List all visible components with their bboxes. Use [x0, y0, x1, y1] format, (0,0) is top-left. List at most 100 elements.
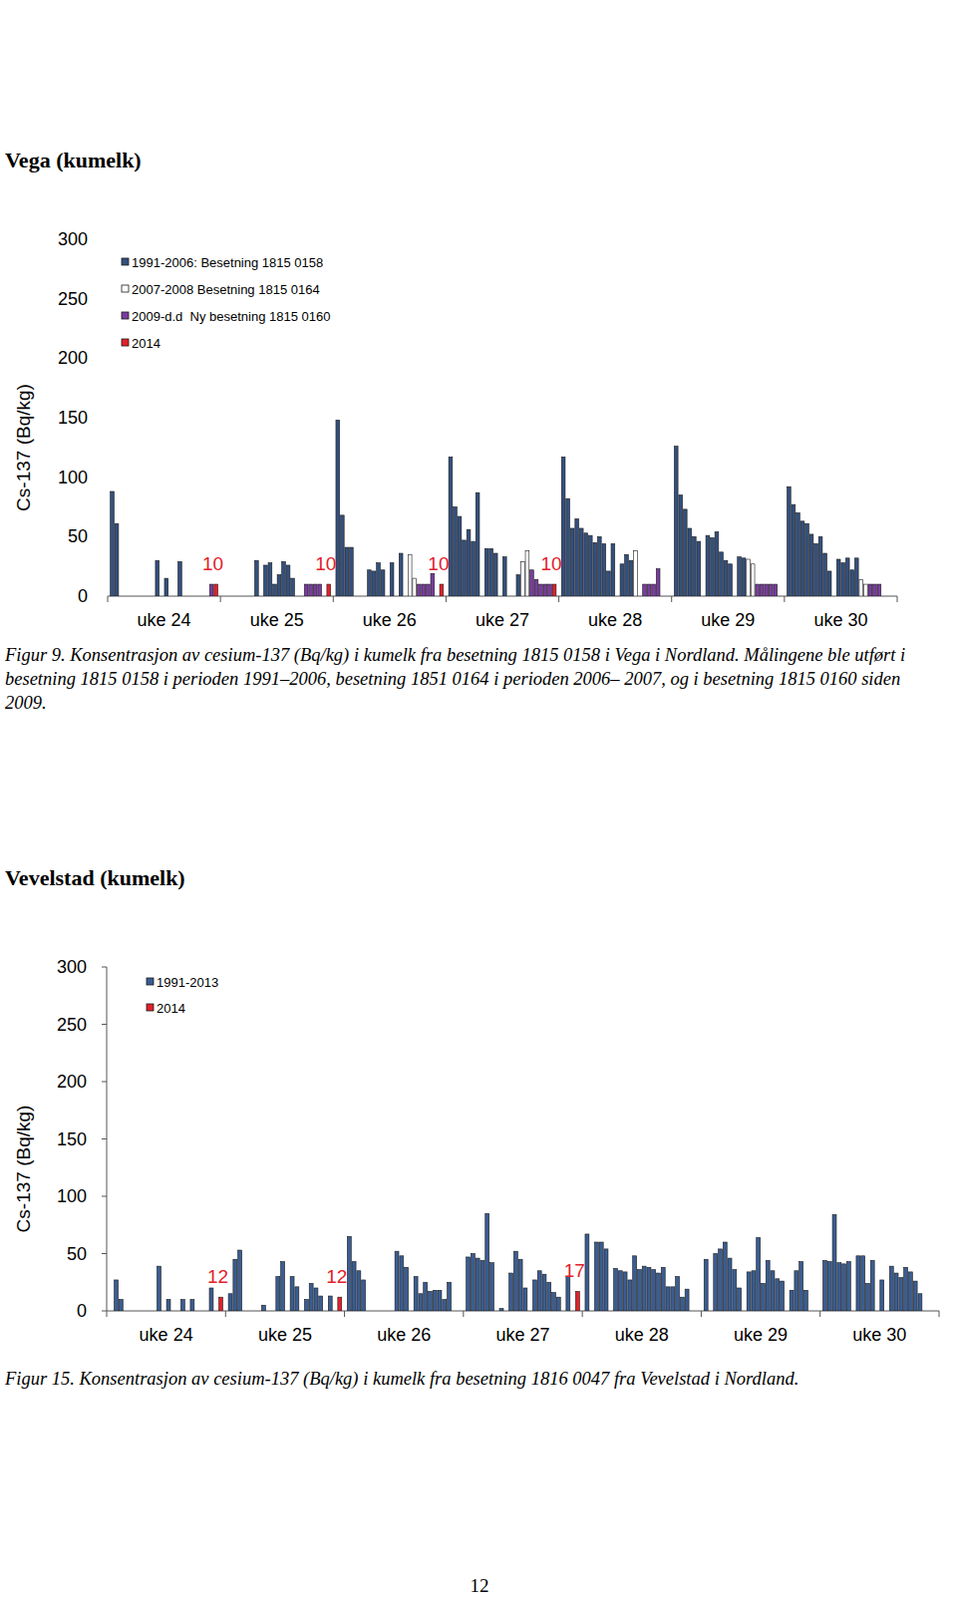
bar [904, 1267, 909, 1311]
bar [254, 560, 259, 597]
bar [714, 532, 719, 597]
bar [425, 584, 430, 597]
bar [326, 584, 331, 597]
bar [516, 575, 521, 597]
bar [861, 1256, 866, 1311]
bar [484, 548, 489, 597]
y-tick [101, 1196, 107, 1198]
bar [282, 561, 287, 597]
legend-swatch [121, 338, 129, 346]
y-axis-label: Cs-137 (Bq/kg) [12, 1105, 34, 1234]
y-axis-label: Cs-137 (Bq/kg) [12, 383, 34, 512]
x-tick-label: uke 29 [733, 1324, 788, 1345]
x-tick-label: uke 28 [615, 1324, 669, 1345]
caption: Figur 9. Konsentrasjon av cesium-137 (Bq… [4, 642, 928, 715]
x-tick-label: uke 28 [588, 610, 642, 631]
bar [756, 1237, 761, 1311]
bar [110, 491, 115, 597]
bar [509, 1273, 514, 1311]
caption: Figur 15. Konsentrasjon av cesium-137 (B… [4, 1366, 928, 1391]
bar [827, 571, 832, 597]
bar [155, 560, 160, 597]
bar [751, 1271, 756, 1311]
bar [219, 1296, 224, 1311]
bar [859, 579, 864, 597]
y-tick [101, 1138, 107, 1140]
bar [356, 1271, 361, 1311]
bar [846, 1262, 851, 1311]
bar [584, 533, 589, 597]
bar [684, 1288, 689, 1311]
x-tick-label: uke 25 [250, 610, 305, 631]
data-label: 10 [540, 553, 562, 575]
bar [629, 560, 634, 597]
bar [532, 1279, 537, 1311]
bar [214, 584, 219, 597]
bar [719, 552, 724, 597]
bar [466, 529, 471, 597]
bar [656, 1273, 661, 1311]
x-tick [582, 1310, 584, 1317]
bar [518, 1259, 523, 1311]
bar [918, 1293, 923, 1311]
data-label: 17 [564, 1260, 586, 1281]
bar [856, 1256, 861, 1311]
x-tick [700, 1310, 702, 1317]
bar [614, 1268, 619, 1311]
bar [466, 1257, 471, 1311]
bar [475, 492, 480, 597]
bar [588, 535, 593, 597]
bar [842, 1264, 847, 1311]
bar [447, 1281, 452, 1311]
legend-label: 2007-2008 Besetning 1815 0164 [131, 282, 320, 298]
bar [863, 584, 868, 597]
bar [421, 584, 426, 597]
data-label: 12 [325, 1266, 347, 1287]
bar [837, 1263, 842, 1311]
x-tick-label: uke 24 [137, 610, 192, 631]
legend-swatch [121, 312, 129, 319]
bar [800, 521, 805, 597]
bar [665, 1286, 670, 1311]
x-tick [558, 596, 560, 603]
bar [764, 584, 769, 597]
bar [791, 504, 796, 597]
bar [264, 565, 269, 597]
y-tick-label: 250 [56, 1014, 87, 1035]
bar [660, 1267, 665, 1311]
bar [413, 1276, 418, 1312]
x-tick-label: uke 25 [258, 1324, 313, 1345]
bar [691, 536, 696, 597]
bar [273, 584, 278, 597]
bar [687, 528, 692, 597]
bar [575, 1290, 580, 1311]
bar [599, 1242, 604, 1311]
bar [602, 543, 607, 597]
bar [718, 1249, 723, 1311]
bar [537, 1271, 542, 1311]
y-tick-label: 300 [56, 957, 87, 977]
bar [737, 1287, 742, 1311]
x-tick [670, 596, 672, 603]
bar [832, 1214, 837, 1311]
bar [534, 579, 539, 597]
bar [318, 584, 322, 597]
bar [675, 1276, 680, 1312]
bar [530, 570, 535, 597]
bar [641, 1266, 646, 1311]
bar [579, 528, 584, 597]
bar [727, 1258, 732, 1311]
chart-title: Vevelstad (kumelk) [4, 865, 186, 892]
bar [480, 1260, 485, 1311]
data-label: 10 [315, 553, 336, 575]
bar [371, 571, 376, 597]
bar [623, 1272, 628, 1311]
y-tick-label: 100 [57, 467, 88, 488]
x-axis [107, 596, 898, 598]
bar [376, 563, 381, 597]
bars [110, 419, 882, 597]
bar [295, 1286, 300, 1311]
bar [423, 1281, 428, 1311]
bar [755, 584, 760, 597]
bar [389, 563, 394, 597]
